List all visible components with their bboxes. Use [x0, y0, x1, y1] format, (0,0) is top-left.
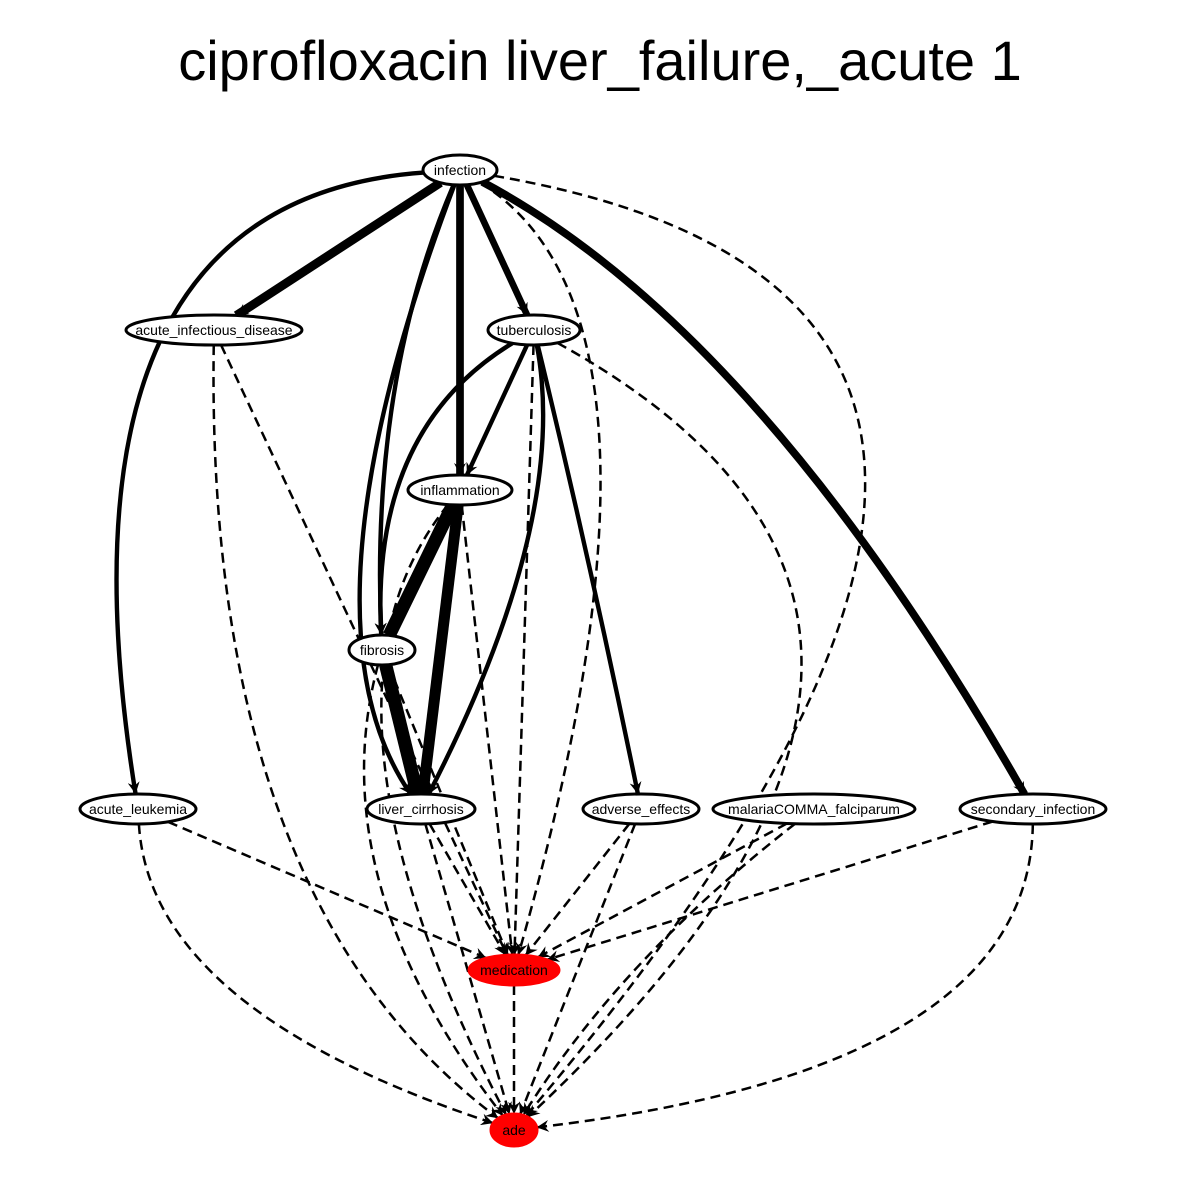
- node-tuberculosis: tuberculosis: [486, 313, 582, 347]
- node-shape-infection: [421, 153, 499, 187]
- node-label-tuberculosis: tuberculosis: [497, 322, 572, 338]
- node-malariaCOMMA_falciparum: malariaCOMMA_falciparum: [711, 792, 917, 826]
- edge-acute_leukemia-to-ade: [137, 823, 494, 1126]
- node-label-fibrosis: fibrosis: [360, 642, 404, 658]
- node-shape-tuberculosis: [486, 313, 582, 347]
- edge-infection-to-secondary_infection: [480, 178, 1028, 797]
- nodes-layer: infection acute_infectious_disease tubercu…: [78, 153, 1108, 1148]
- node-acute_leukemia: acute_leukemia: [78, 792, 198, 826]
- node-secondary_infection: secondary_infection: [958, 792, 1108, 826]
- edge-fibrosis-to-ade: [362, 664, 505, 1117]
- edge-fibrosis-to-medication: [386, 664, 510, 956]
- edge-secondary_infection-to-medication: [546, 820, 994, 962]
- node-label-malariaCOMMA_falciparum: malariaCOMMA_falciparum: [728, 801, 900, 817]
- node-shape-acute_infectious_disease: [124, 313, 304, 347]
- node-liver_cirrhosis: liver_cirrhosis: [365, 792, 477, 826]
- edge-fibrosis-to-liver_cirrhosis: [379, 663, 424, 796]
- node-medication: medication: [467, 953, 561, 987]
- node-shape-adverse_effects: [581, 792, 701, 826]
- edge-tuberculosis-to-ade: [526, 341, 803, 1119]
- edge-inflammation-to-fibrosis: [383, 501, 459, 639]
- edge-infection-to-tuberculosis: [463, 183, 531, 317]
- edge-infection-to-liver_cirrhosis: [357, 184, 457, 796]
- node-shape-fibrosis: [347, 633, 417, 667]
- node-shape-malariaCOMMA_falciparum: [711, 792, 917, 826]
- edge-infection-to-acute_infectious_disease: [233, 179, 443, 320]
- node-infection: infection: [421, 153, 499, 187]
- node-fibrosis: fibrosis: [347, 633, 417, 667]
- edge-acute_leukemia-to-medication: [167, 820, 487, 960]
- edge-infection-to-acute_leukemia: [114, 170, 424, 795]
- node-label-adverse_effects: adverse_effects: [592, 801, 691, 817]
- node-label-liver_cirrhosis: liver_cirrhosis: [378, 801, 464, 817]
- edge-infection-to-medication: [479, 181, 602, 956]
- edge-inflammation-to-medication: [460, 504, 517, 956]
- node-adverse_effects: adverse_effects: [581, 792, 701, 826]
- edge-secondary_infection-to-ade: [536, 823, 1035, 1132]
- node-shape-ade: [489, 1112, 539, 1148]
- edge-acute_infectious_disease-to-ade: [212, 344, 500, 1120]
- edge-infection-to-ade: [493, 174, 867, 1118]
- node-shape-medication: [467, 953, 561, 987]
- node-acute_infectious_disease: acute_infectious_disease: [124, 313, 304, 347]
- node-ade: ade: [489, 1112, 539, 1148]
- node-label-ade: ade: [502, 1122, 526, 1138]
- edge-tuberculosis-to-fibrosis: [374, 341, 514, 636]
- edge-tuberculosis-to-inflammation: [464, 343, 530, 477]
- node-label-inflammation: inflammation: [420, 482, 499, 498]
- node-label-acute_infectious_disease: acute_infectious_disease: [135, 322, 292, 338]
- page-title: ciprofloxacin liver_failure,_acute 1: [178, 29, 1022, 92]
- node-label-medication: medication: [480, 962, 548, 978]
- edges-layer: [114, 170, 1035, 1132]
- node-shape-secondary_infection: [958, 792, 1108, 826]
- node-label-secondary_infection: secondary_infection: [971, 801, 1096, 817]
- edge-tuberculosis-to-adverse_effects: [535, 344, 642, 795]
- edge-adverse_effects-to-medication: [524, 822, 631, 957]
- edge-malariaCOMMA_falciparum-to-medication: [537, 822, 788, 959]
- edge-inflammation-to-liver_cirrhosis: [417, 504, 464, 795]
- node-shape-liver_cirrhosis: [365, 792, 477, 826]
- node-inflammation: inflammation: [406, 473, 514, 507]
- edge-malariaCOMMA_falciparum-to-ade: [522, 822, 796, 1116]
- node-shape-inflammation: [406, 473, 514, 507]
- node-label-acute_leukemia: acute_leukemia: [89, 801, 187, 817]
- node-label-infection: infection: [434, 162, 486, 178]
- edge-liver_cirrhosis-to-medication: [428, 823, 507, 956]
- edge-adverse_effects-to-ade: [518, 823, 637, 1116]
- node-shape-acute_leukemia: [78, 792, 198, 826]
- edge-inflammation-to-ade: [380, 503, 508, 1116]
- edge-tuberculosis-to-medication: [508, 344, 535, 956]
- edge-liver_cirrhosis-to-ade: [424, 823, 512, 1115]
